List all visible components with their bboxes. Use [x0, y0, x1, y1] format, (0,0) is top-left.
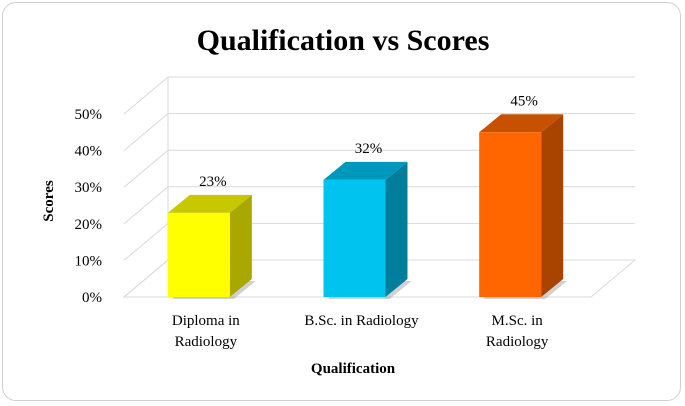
x-tick-label: Radiology: [486, 334, 549, 350]
chart-title: Qualification vs Scores: [197, 24, 490, 57]
x-tick-label: B.Sc. in Radiology: [304, 313, 419, 329]
bar-side: [229, 194, 252, 297]
gridline-side: [123, 113, 169, 151]
bar-top: [167, 194, 252, 213]
gridline-side: [123, 186, 169, 225]
y-tick-label: 40%: [75, 144, 103, 160]
plot-area: 0% 10% 20% 30% 40% 50% 23% Diploma in Radiology 3…: [75, 76, 637, 350]
gridline-side: [123, 223, 169, 261]
gridline-side: [123, 149, 169, 188]
y-tick-label: 50%: [75, 107, 103, 123]
bar-side: [541, 114, 564, 297]
bar-top: [479, 114, 564, 133]
bar-side: [385, 161, 408, 297]
chart-frame: Qualification vs Scores 0% 10% 20% 30% 40% 50…: [2, 2, 681, 401]
y-tick-label: 10%: [75, 253, 103, 269]
y-tick-label: 0%: [82, 290, 102, 306]
data-label: 23%: [199, 174, 227, 190]
y-tick-label: 20%: [75, 217, 103, 233]
data-label: 45%: [510, 93, 538, 109]
x-axis-title: Qualification: [311, 361, 396, 377]
gridline-side: [123, 259, 169, 298]
x-tick-label: Radiology: [175, 334, 238, 350]
bar: [479, 132, 542, 297]
y-axis-title: Scores: [41, 180, 57, 222]
gridline-side: [123, 76, 169, 115]
y-tick-label: 30%: [75, 180, 103, 196]
bar-top: [323, 161, 408, 180]
x-tick-label: M.Sc. in: [492, 313, 544, 329]
x-tick-label: Diploma in: [172, 313, 240, 329]
bar: [323, 179, 386, 297]
data-label: 32%: [355, 141, 383, 157]
bar: [167, 212, 230, 297]
